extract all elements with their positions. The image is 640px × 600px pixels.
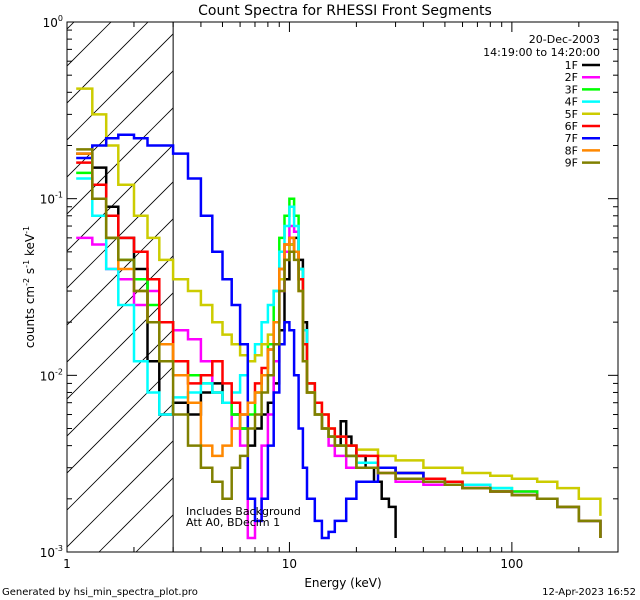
series-8F <box>76 152 602 538</box>
hatch-line <box>67 255 174 363</box>
legend-label-5F: 5F <box>565 108 578 121</box>
y-tick-label: 10-3 <box>40 544 63 560</box>
hatch-line <box>67 22 149 104</box>
legend-time-range: 14:19:00 to 14:20:00 <box>483 46 600 59</box>
hatch-line <box>67 366 174 474</box>
series-5F <box>76 87 602 516</box>
hatch-line <box>67 22 75 30</box>
annotation-background: Includes Background <box>186 505 301 518</box>
hatch-line <box>67 403 174 511</box>
plot-frame <box>66 21 619 553</box>
legend-label-9F: 9F <box>565 157 578 170</box>
x-axis-label: Energy (keV) <box>304 576 381 590</box>
series-9F <box>76 148 602 538</box>
series-3F <box>76 171 602 538</box>
legend: 20-Dec-2003 14:19:00 to 14:20:00 1F2F3F4… <box>483 33 600 170</box>
y-axis: 10-3 10-2 10-1 100 <box>40 14 618 560</box>
legend-label-6F: 6F <box>565 120 578 133</box>
hatch-line <box>67 329 174 437</box>
x-tick-label: 1 <box>63 557 71 571</box>
legend-label-4F: 4F <box>565 96 578 109</box>
legend-label-8F: 8F <box>565 144 578 157</box>
hatch-line <box>67 22 112 67</box>
hatch-line <box>67 144 174 252</box>
legend-label-3F: 3F <box>565 83 578 96</box>
footer-generated-by: Generated by hsi_min_spectra_plot.pro <box>2 587 198 598</box>
series-4F <box>76 177 602 538</box>
y-tick-label: 10-1 <box>40 191 63 207</box>
legend-label-7F: 7F <box>565 132 578 145</box>
hatch-line <box>98 477 174 552</box>
x-axis: 1 10 100 <box>63 22 619 571</box>
hatch-line <box>67 440 174 548</box>
chart-title: Count Spectra for RHESSI Front Segments <box>198 3 492 19</box>
annotation-attenuator: Att A0, BDecim 1 <box>186 516 280 529</box>
legend-label-1F: 1F <box>565 59 578 72</box>
footer-timestamp: 12-Apr-2023 16:52 <box>542 587 636 598</box>
x-tick-label: 10 <box>282 557 297 571</box>
legend-date: 20-Dec-2003 <box>529 33 600 46</box>
hatch-line <box>67 181 174 289</box>
series-6F <box>76 161 602 538</box>
hatch-line <box>67 292 174 400</box>
y-tick-label: 100 <box>43 14 63 30</box>
y-tick-label: 10-2 <box>40 367 63 383</box>
y-axis-label: counts cm-2 s-1 keV-1 <box>22 226 37 348</box>
hatch-line <box>0 0 107 552</box>
legend-label-2F: 2F <box>565 71 578 84</box>
hatch-line <box>67 33 174 141</box>
series-layer <box>76 87 602 540</box>
series-1F <box>76 152 397 538</box>
hatched-region <box>0 0 174 552</box>
x-tick-label: 100 <box>500 557 523 571</box>
